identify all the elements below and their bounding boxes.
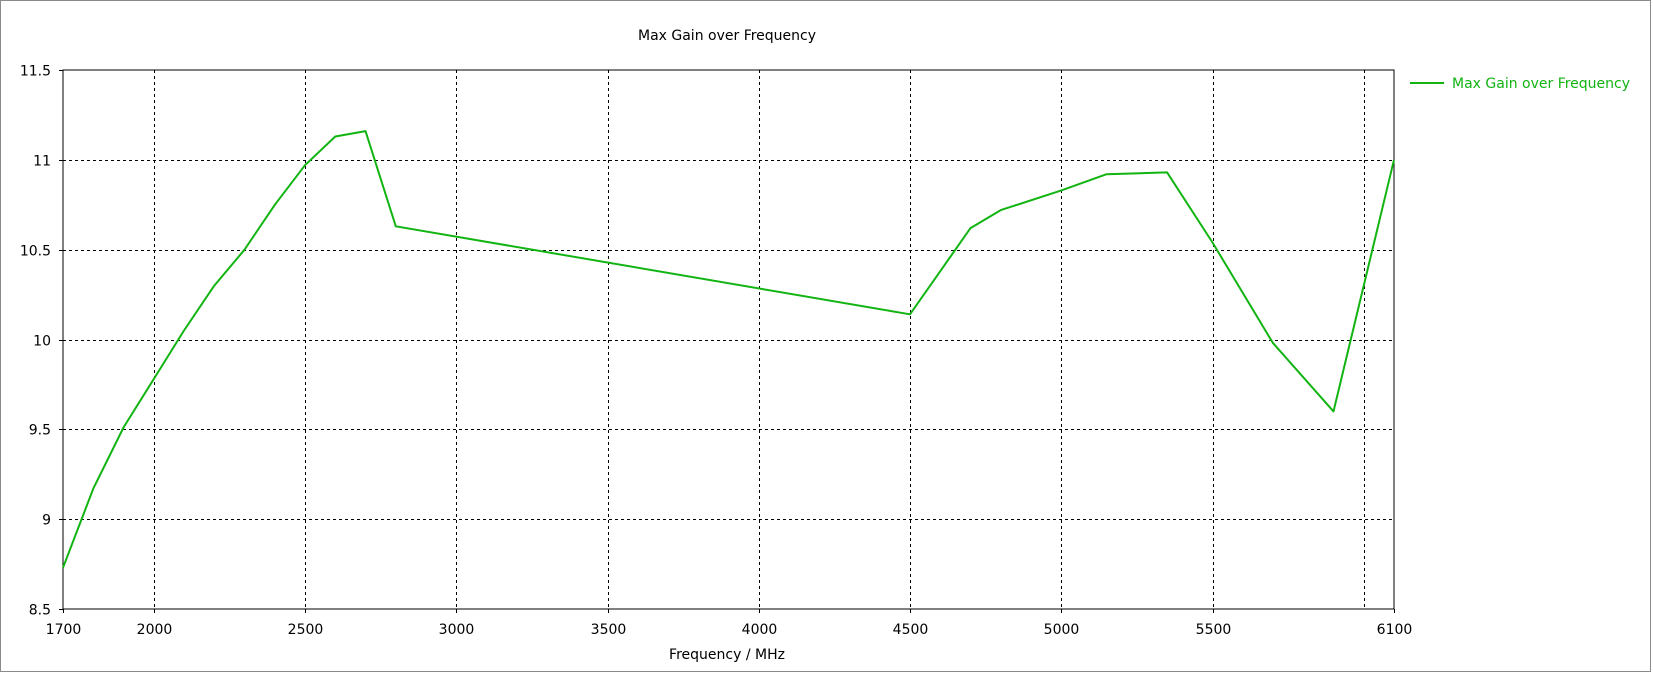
- x-tick-label: 5500: [1196, 622, 1232, 638]
- y-tick-label: 9.5: [29, 423, 51, 439]
- x-tick-label: 4500: [893, 622, 929, 638]
- y-tick-label: 10: [33, 334, 51, 350]
- chart-title: Max Gain over Frequency: [638, 28, 816, 44]
- y-axis: 8.5 9 9.5 10 10.5 11 11.5: [20, 64, 63, 619]
- series-line: [62, 130, 1395, 569]
- y-tick-label: 10.5: [20, 244, 51, 260]
- x-tick-label: 3000: [439, 622, 475, 638]
- x-tick-label: 2000: [137, 622, 173, 638]
- x-axis: 1700 2000 2500 3000 3500 4000 4500 5000 5500 6100: [46, 609, 1413, 638]
- y-tick-label: 11.5: [20, 64, 51, 80]
- legend-label: Max Gain over Frequency: [1452, 76, 1630, 92]
- legend: Max Gain over Frequency: [1410, 76, 1630, 92]
- x-tick-label: 6100: [1377, 622, 1413, 638]
- y-tick-label: 9: [42, 513, 51, 529]
- plot-area-border: [62, 69, 1395, 610]
- x-tick-label: 2500: [288, 622, 324, 638]
- x-tick-label: 4000: [742, 622, 778, 638]
- series-layer: [62, 130, 1395, 569]
- y-tick-label: 8.5: [29, 603, 51, 619]
- y-tick-label: 11: [33, 154, 51, 170]
- x-tick-label: 3500: [591, 622, 627, 638]
- grid-lines: [63, 70, 1394, 609]
- x-axis-label: Frequency / MHz: [669, 647, 785, 663]
- x-tick-label: 5000: [1044, 622, 1080, 638]
- x-tick-label: 1700: [46, 622, 82, 638]
